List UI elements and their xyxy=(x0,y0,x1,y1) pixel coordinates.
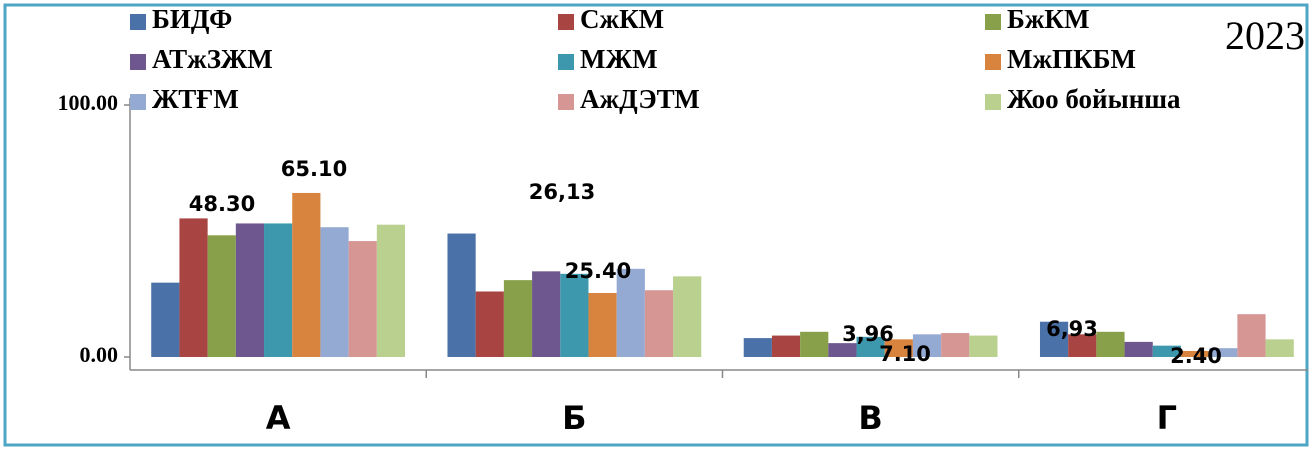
legend-label: БИДФ xyxy=(152,4,232,34)
bar xyxy=(235,223,265,357)
bar xyxy=(800,331,829,357)
bar xyxy=(179,218,208,357)
bar xyxy=(1124,341,1153,357)
bar xyxy=(912,334,942,357)
bar xyxy=(1209,348,1238,357)
legend-label: СжКМ xyxy=(580,4,664,34)
bar xyxy=(969,335,998,357)
bar xyxy=(320,227,349,357)
bar xyxy=(1039,321,1069,357)
bar xyxy=(348,241,377,357)
bar xyxy=(151,282,180,357)
bar xyxy=(376,224,406,357)
legend-swatch xyxy=(985,94,1001,110)
bar xyxy=(207,235,236,357)
bar xyxy=(1265,339,1294,357)
annotation: 65.10 xyxy=(281,157,347,181)
legend-label: МжПКБМ xyxy=(1007,44,1136,74)
legend-swatch xyxy=(130,54,146,70)
frame xyxy=(3,3,1309,447)
annotation: 25.40 xyxy=(565,259,631,283)
x-tick-label: Г xyxy=(1157,399,1177,437)
legend-label: БжКМ xyxy=(1007,4,1090,34)
bar xyxy=(828,343,857,357)
legend-swatch xyxy=(558,14,574,30)
bar xyxy=(1068,334,1097,357)
bar xyxy=(532,271,561,357)
bar xyxy=(588,292,617,357)
annotation: 6,93 xyxy=(1046,317,1098,341)
legend-swatch xyxy=(130,14,146,30)
legend-label: МЖМ xyxy=(580,44,658,74)
legend-label: ЖТҒМ xyxy=(152,84,239,114)
bar xyxy=(856,336,885,357)
bar xyxy=(1152,345,1181,357)
bar xyxy=(475,291,504,357)
year-note: 2023 xyxy=(1225,13,1305,58)
x-tick-label: А xyxy=(266,399,291,437)
bar xyxy=(447,233,476,357)
bar xyxy=(644,290,674,357)
x-tick-label: В xyxy=(858,399,882,437)
bar xyxy=(560,273,589,357)
legend-swatch xyxy=(985,54,1001,70)
bar xyxy=(941,333,970,357)
legend-label: АТжЗЖМ xyxy=(152,44,273,74)
bar xyxy=(264,223,293,357)
legend-swatch xyxy=(558,54,574,70)
y-tick-label: 100.00 xyxy=(58,90,119,115)
bar xyxy=(771,335,801,357)
bar xyxy=(616,268,645,357)
bar xyxy=(292,192,321,357)
bar xyxy=(1180,350,1210,357)
bar xyxy=(1096,331,1125,357)
annotation: 48.30 xyxy=(189,192,255,216)
legend-swatch xyxy=(130,94,146,110)
x-tick-label: Б xyxy=(562,399,586,437)
annotation: 26,13 xyxy=(529,180,595,204)
legend-label: Жоо бойынша xyxy=(1007,84,1181,114)
legend-label: АжДЭТМ xyxy=(580,84,700,114)
annotation: 2.40 xyxy=(1170,344,1222,368)
y-tick-label: 0.00 xyxy=(80,342,119,367)
legend-swatch xyxy=(558,94,574,110)
bar xyxy=(1237,314,1266,357)
annotation: 3,96 xyxy=(842,322,894,346)
annotation: 7.10 xyxy=(879,342,931,366)
bar xyxy=(503,280,533,357)
bar xyxy=(743,338,772,357)
bar xyxy=(673,276,702,357)
legend-swatch xyxy=(985,14,1001,30)
bar xyxy=(884,339,913,357)
